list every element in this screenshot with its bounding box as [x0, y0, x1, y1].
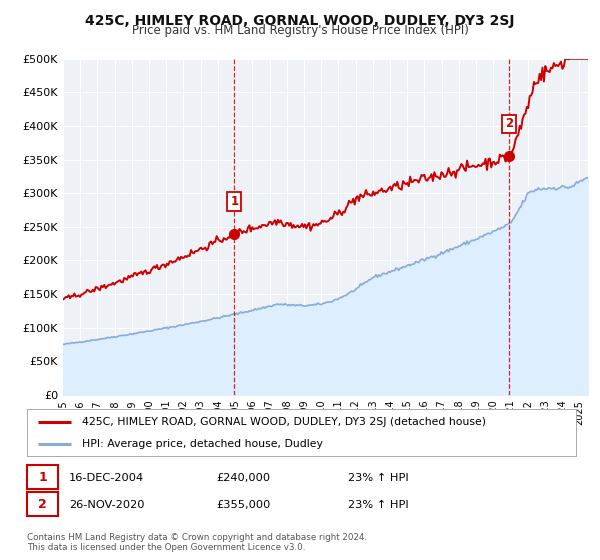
Text: This data is licensed under the Open Government Licence v3.0.: This data is licensed under the Open Gov…	[27, 543, 305, 552]
Text: 16-DEC-2004: 16-DEC-2004	[69, 473, 144, 483]
Text: 23% ↑ HPI: 23% ↑ HPI	[348, 500, 409, 510]
Text: 23% ↑ HPI: 23% ↑ HPI	[348, 473, 409, 483]
Text: 425C, HIMLEY ROAD, GORNAL WOOD, DUDLEY, DY3 2SJ (detached house): 425C, HIMLEY ROAD, GORNAL WOOD, DUDLEY, …	[82, 417, 486, 427]
Text: Contains HM Land Registry data © Crown copyright and database right 2024.: Contains HM Land Registry data © Crown c…	[27, 533, 367, 542]
Text: Price paid vs. HM Land Registry's House Price Index (HPI): Price paid vs. HM Land Registry's House …	[131, 24, 469, 36]
Text: 1: 1	[38, 470, 47, 484]
Text: £355,000: £355,000	[216, 500, 271, 510]
Text: HPI: Average price, detached house, Dudley: HPI: Average price, detached house, Dudl…	[82, 438, 323, 449]
Text: 2: 2	[505, 118, 513, 130]
Text: 26-NOV-2020: 26-NOV-2020	[69, 500, 145, 510]
Text: 1: 1	[230, 195, 239, 208]
Text: 425C, HIMLEY ROAD, GORNAL WOOD, DUDLEY, DY3 2SJ: 425C, HIMLEY ROAD, GORNAL WOOD, DUDLEY, …	[85, 14, 515, 28]
Text: 2: 2	[38, 497, 47, 511]
Text: £240,000: £240,000	[216, 473, 270, 483]
